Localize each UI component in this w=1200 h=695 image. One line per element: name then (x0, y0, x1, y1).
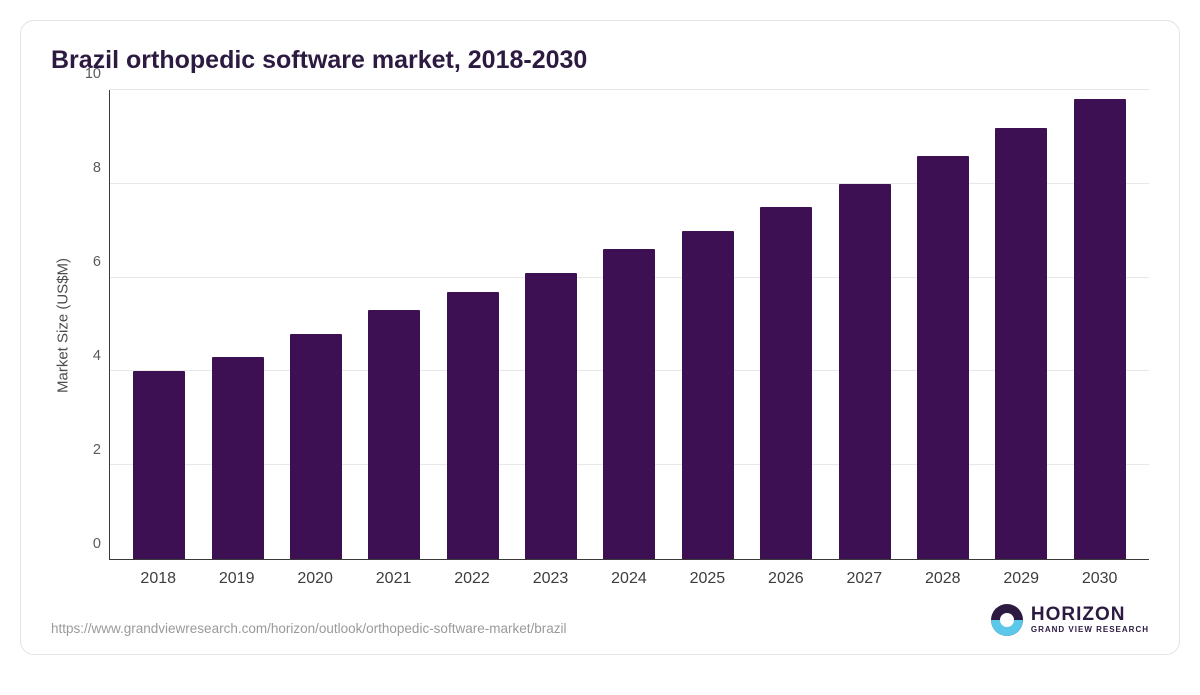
source-url-text[interactable]: https://www.grandviewresearch.com/horizo… (51, 621, 566, 636)
bars-container (110, 90, 1149, 559)
y-axis-label: Market Size (US$M) (51, 90, 75, 560)
plot-grid (109, 90, 1149, 560)
x-label-2019[interactable]: 2019 (203, 570, 271, 588)
y-tick-6: 6 (93, 254, 101, 270)
y-tick-10: 10 (85, 66, 101, 82)
bar-2018[interactable] (133, 371, 185, 559)
chart-title: Brazil orthopedic software market, 2018-… (51, 46, 1149, 75)
horizon-logo-text: HORIZON GRAND VIEW RESEARCH (1031, 605, 1149, 635)
logo-sub-text: GRAND VIEW RESEARCH (1031, 626, 1149, 635)
y-tick-4: 4 (93, 348, 101, 364)
x-label-2024[interactable]: 2024 (595, 570, 663, 588)
bar-2019[interactable] (212, 357, 264, 559)
bar-2030[interactable] (1074, 99, 1126, 559)
x-label-2025[interactable]: 2025 (673, 570, 741, 588)
y-tick-2: 2 (93, 442, 101, 458)
bar-2028[interactable] (917, 156, 969, 559)
bar-col-2030[interactable] (1066, 90, 1134, 559)
bar-col-2027[interactable] (831, 90, 899, 559)
x-label-2023[interactable]: 2023 (516, 570, 584, 588)
bar-2023[interactable] (525, 273, 577, 559)
bar-col-2023[interactable] (517, 90, 585, 559)
chart-area: Market Size (US$M) 0 2 4 6 8 10 (51, 90, 1149, 560)
bar-2022[interactable] (447, 292, 499, 559)
bar-2026[interactable] (760, 207, 812, 559)
x-label-2028[interactable]: 2028 (909, 570, 977, 588)
y-tick-0: 0 (93, 536, 101, 552)
bar-2021[interactable] (368, 310, 420, 559)
x-label-2027[interactable]: 2027 (830, 570, 898, 588)
horizon-logo-icon (991, 604, 1023, 636)
x-label-2022[interactable]: 2022 (438, 570, 506, 588)
bar-col-2020[interactable] (282, 90, 350, 559)
bar-col-2024[interactable] (595, 90, 663, 559)
x-labels: 2018 2019 2020 2021 2022 2023 2024 2025 … (109, 570, 1149, 588)
x-label-2030[interactable]: 2030 (1066, 570, 1134, 588)
bar-col-2026[interactable] (752, 90, 820, 559)
bar-col-2029[interactable] (987, 90, 1055, 559)
bar-2020[interactable] (290, 334, 342, 559)
x-label-2020[interactable]: 2020 (281, 570, 349, 588)
x-label-2021[interactable]: 2021 (360, 570, 428, 588)
y-tick-8: 8 (93, 160, 101, 176)
bar-2024[interactable] (603, 249, 655, 559)
bar-2027[interactable] (839, 184, 891, 559)
x-label-2029[interactable]: 2029 (987, 570, 1055, 588)
plot-wrap: 0 2 4 6 8 10 (75, 90, 1149, 560)
bar-col-2018[interactable] (125, 90, 193, 559)
y-ticks: 0 2 4 6 8 10 (75, 90, 109, 560)
bar-col-2028[interactable] (909, 90, 977, 559)
bar-2025[interactable] (682, 231, 734, 559)
bar-col-2019[interactable] (204, 90, 272, 559)
x-label-2026[interactable]: 2026 (752, 570, 820, 588)
footer: https://www.grandviewresearch.com/horizo… (51, 604, 1149, 636)
horizon-logo[interactable]: HORIZON GRAND VIEW RESEARCH (991, 604, 1149, 636)
bar-col-2021[interactable] (360, 90, 428, 559)
x-label-2018[interactable]: 2018 (124, 570, 192, 588)
logo-main-text: HORIZON (1031, 605, 1149, 626)
chart-card: Brazil orthopedic software market, 2018-… (20, 20, 1180, 655)
bar-col-2025[interactable] (674, 90, 742, 559)
bar-2029[interactable] (995, 128, 1047, 559)
bar-col-2022[interactable] (439, 90, 507, 559)
